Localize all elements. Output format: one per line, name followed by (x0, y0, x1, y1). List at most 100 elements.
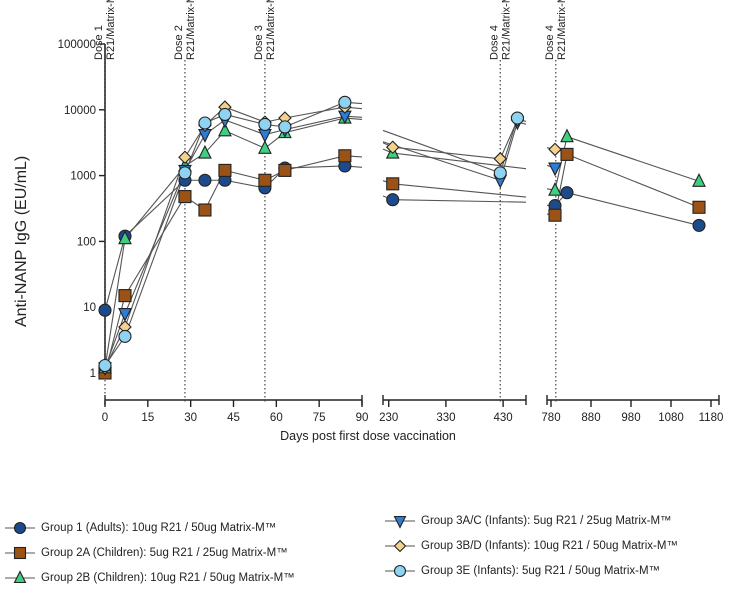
marker-triangle-down (258, 129, 272, 143)
series-1-points (98, 159, 706, 317)
marker-circle (338, 95, 352, 109)
x-tick-label: 1080 (658, 412, 684, 424)
marker-circle (198, 173, 212, 187)
x-tick-label: 230 (379, 412, 398, 424)
x-tick-label: 780 (541, 412, 560, 424)
series-line-segment (284, 101, 346, 128)
series-line-segment (224, 169, 266, 181)
dose-vaccine-label: R21/Matrix-M™ (265, 0, 277, 60)
series-line-segment (566, 192, 700, 226)
series-line-segment (392, 183, 527, 198)
series-line-segment (224, 119, 266, 136)
series-line-segment (124, 165, 186, 240)
legend-label: Group 3E (Infants): 5ug R21 / 50ug Matri… (421, 565, 661, 577)
series-line-segment (224, 113, 266, 125)
marker-triangle-down (118, 308, 132, 322)
marker-circle (510, 111, 524, 125)
marker-circle (393, 564, 407, 578)
marker-square (278, 163, 292, 177)
series-line-segment (566, 153, 700, 208)
series-6-points (98, 95, 524, 373)
marker-square (13, 546, 27, 560)
marker-circle (560, 186, 574, 200)
x-tick-label: 880 (581, 412, 600, 424)
y-tick-label: 10000 (64, 105, 96, 117)
legend-marker (385, 515, 415, 529)
dose-label: Dose 3 (253, 25, 265, 60)
marker-circle (118, 329, 132, 343)
legend-item: Group 3A/C (Infants): 5ug R21 / 25ug Mat… (385, 513, 672, 529)
marker-square (386, 177, 400, 191)
series-line-segment (392, 152, 527, 170)
marker-circle (218, 107, 232, 121)
x-tick-label: 430 (494, 412, 513, 424)
legend-label: Group 3B/D (Infants): 10ug R21 / 50ug Ma… (421, 540, 678, 552)
marker-square (338, 149, 352, 163)
marker-triangle-up (118, 230, 132, 245)
marker-triangle-up (218, 122, 232, 137)
marker-circle (13, 521, 27, 535)
series-line-segment (104, 313, 126, 368)
series-line-segment (284, 117, 345, 134)
y-tick-label: 10 (83, 302, 96, 314)
marker-triangle-up (560, 128, 574, 143)
marker-triangle-up (548, 181, 562, 196)
marker-circle (98, 358, 112, 373)
legend-marker (385, 539, 415, 553)
x-tick-label: 90 (356, 412, 369, 424)
y-tick-label: 100 (77, 236, 96, 248)
marker-diamond (393, 539, 407, 553)
dose-vaccine-label: R21/Matrix-M™ (185, 0, 197, 60)
marker-triangle-up (692, 173, 706, 187)
marker-square (178, 190, 192, 204)
dose-vaccine-label: R21/Matrix-M™ (500, 0, 512, 60)
marker-triangle-up (198, 144, 212, 159)
marker-square (692, 200, 706, 214)
y-tick-label: 1 (90, 368, 96, 380)
dose-label: Dose 1 (93, 25, 105, 60)
marker-square (198, 203, 212, 217)
series-line-segment (392, 199, 527, 203)
x-tick-label: 45 (227, 412, 240, 424)
legend-item: Group 2B (Children): 10ug R21 / 50ug Mat… (5, 570, 295, 586)
legend-item: Group 3E (Infants): 5ug R21 / 50ug Matri… (385, 563, 660, 579)
dose-label: Dose 2 (173, 25, 185, 60)
series-2-points (98, 147, 706, 380)
marker-triangle-up (13, 570, 27, 584)
x-tick-label: 30 (184, 412, 197, 424)
legend-label: Group 2B (Children): 10ug R21 / 50ug Mat… (41, 572, 295, 584)
legend-marker (385, 564, 415, 578)
marker-diamond (548, 142, 562, 157)
legend-marker (5, 570, 35, 584)
marker-circle (98, 303, 112, 317)
series-line-segment (382, 141, 501, 181)
series-line-segment (499, 117, 518, 174)
x-tick-label: 330 (436, 412, 455, 424)
x-tick-label: 0 (102, 412, 108, 424)
dose-vaccine-label: R21/Matrix-M™ (556, 0, 568, 60)
dose-vaccine-label: R21/Matrix-M™ (105, 0, 117, 60)
x-tick-label: 980 (621, 412, 640, 424)
x-tick-label: 1180 (699, 412, 724, 424)
x-tick-label: 75 (313, 412, 326, 424)
marker-circle (198, 116, 212, 130)
marker-circle (178, 166, 192, 180)
legend-item: Group 3B/D (Infants): 10ug R21 / 50ug Ma… (385, 538, 678, 554)
marker-circle (692, 218, 706, 232)
series-line-segment (224, 179, 266, 189)
dose-label: Dose 4 (544, 25, 556, 60)
x-tick-label: 15 (141, 412, 154, 424)
series-line-segment (224, 106, 266, 123)
series-line-segment (104, 238, 126, 368)
y-tick-label: 1000 (70, 171, 96, 183)
series-line-segment (224, 130, 266, 149)
legend-label: Group 2A (Children): 5ug R21 / 25ug Matr… (41, 547, 288, 559)
legend-label: Group 1 (Adults): 10ug R21 / 50ug Matrix… (41, 522, 277, 534)
legend-marker (5, 546, 35, 560)
legend-item: Group 1 (Adults): 10ug R21 / 50ug Matrix… (5, 520, 276, 536)
series-line-segment (284, 106, 345, 119)
series-line-segment (124, 157, 186, 328)
series-4-points (98, 110, 562, 377)
marker-square (118, 289, 132, 303)
marker-triangle-down (548, 162, 562, 177)
